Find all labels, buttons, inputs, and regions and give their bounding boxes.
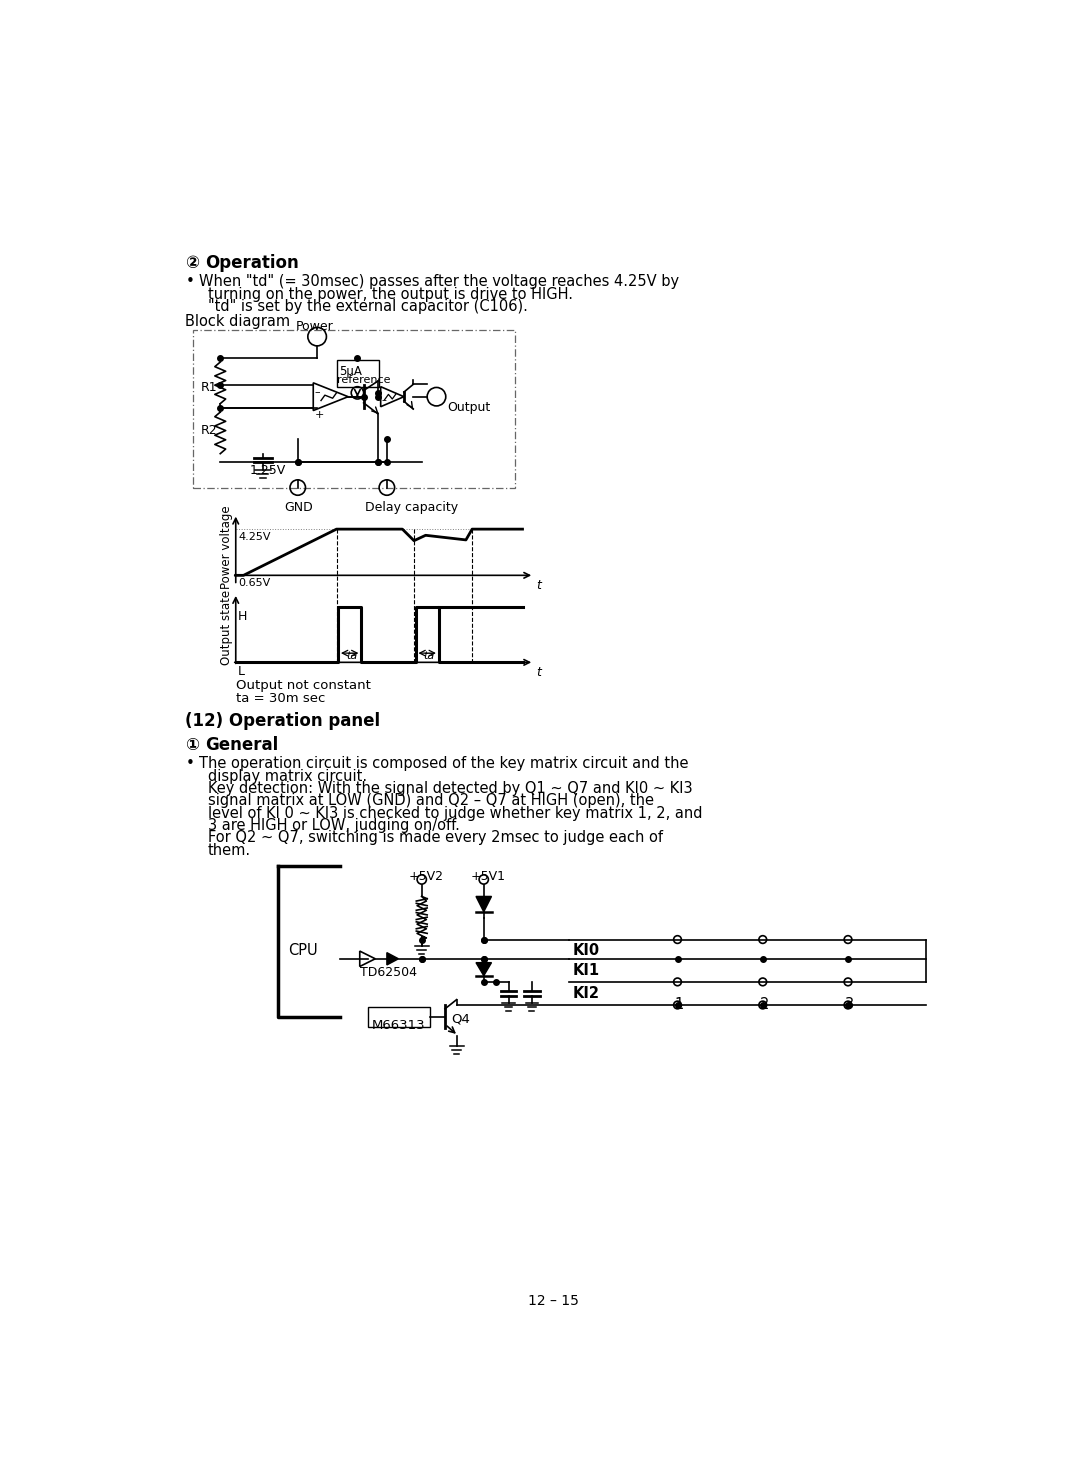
Text: +5V2: +5V2 [408,870,444,883]
Polygon shape [476,963,491,976]
Text: 1.25V: 1.25V [249,464,286,477]
Text: GND: GND [284,501,313,514]
Text: TD62504: TD62504 [360,966,417,979]
Bar [337,360,379,387]
Text: 2: 2 [759,997,769,1012]
Text: +5V1: +5V1 [471,870,505,883]
Text: L: L [238,666,245,678]
Text: CPU: CPU [287,944,318,959]
Polygon shape [476,897,491,911]
Text: Delay capacity: Delay capacity [365,501,458,514]
Text: KI2: KI2 [572,985,599,1001]
Text: (12) Operation panel: (12) Operation panel [186,712,380,731]
Polygon shape [387,953,399,964]
Text: level of KI 0 ∼ KI3 is checked to judge whether key matrix 1, 2, and: level of KI 0 ∼ KI3 is checked to judge … [207,805,702,821]
Text: ②: ② [186,254,200,272]
Text: Key detection: With the signal detected by Q1 ∼ Q7 and KI0 ∼ KI3: Key detection: With the signal detected … [207,781,692,796]
Text: "td" is set by the external capacitor (C106).: "td" is set by the external capacitor (C… [207,298,528,315]
Text: 12 – 15: 12 – 15 [528,1294,579,1307]
Text: display matrix circuit.: display matrix circuit. [207,768,367,784]
Text: +: + [314,409,324,419]
Text: General: General [205,736,278,755]
Text: •: • [186,275,194,289]
Text: R2: R2 [201,424,217,437]
Text: For Q2 ∼ Q7, switching is made every 2msec to judge each of: For Q2 ∼ Q7, switching is made every 2ms… [207,830,663,845]
Text: 4.25V: 4.25V [238,532,271,542]
Text: ta: ta [423,651,434,660]
Text: KI1: KI1 [572,963,600,978]
Text: Power: Power [296,321,334,334]
Text: 5μA: 5μA [339,365,362,378]
Text: R1: R1 [201,381,217,394]
Text: turning on the power, the output is drive to HIGH.: turning on the power, the output is driv… [207,287,572,301]
Text: Output state: Output state [220,591,233,665]
Text: Output: Output [447,400,490,414]
Text: •: • [186,756,194,771]
Text: reference: reference [337,375,391,385]
Text: ta: ta [346,651,357,660]
Text: Q4: Q4 [451,1013,470,1025]
Text: Block diagram: Block diagram [186,315,291,329]
Text: The operation circuit is composed of the key matrix circuit and the: The operation circuit is composed of the… [199,756,688,771]
Text: ta = 30m sec: ta = 30m sec [235,691,325,705]
Text: signal matrix at LOW (GND) and Q2 – Q7 at HIGH (open), the: signal matrix at LOW (GND) and Q2 – Q7 a… [207,793,653,808]
Text: 1: 1 [674,997,684,1012]
Text: Output not constant: Output not constant [235,679,370,693]
Text: Power voltage: Power voltage [220,505,233,589]
Bar [367,1007,430,1027]
Bar [193,329,515,487]
Text: KI0: KI0 [572,944,600,959]
Text: 3 are HIGH or LOW, judging on/off.: 3 are HIGH or LOW, judging on/off. [207,818,460,833]
Text: M66313: M66313 [372,1019,426,1032]
Text: them.: them. [207,842,251,858]
Text: When "td" (= 30msec) passes after the voltage reaches 4.25V by: When "td" (= 30msec) passes after the vo… [199,275,678,289]
Text: t: t [537,579,541,592]
Text: ①: ① [186,736,200,755]
Text: 0.65V: 0.65V [238,579,270,588]
Text: t: t [537,666,541,679]
Text: H: H [238,610,247,623]
Text: 3: 3 [845,997,854,1012]
Text: –: – [381,396,387,405]
Text: –: – [314,387,321,397]
Text: Operation: Operation [205,254,298,272]
